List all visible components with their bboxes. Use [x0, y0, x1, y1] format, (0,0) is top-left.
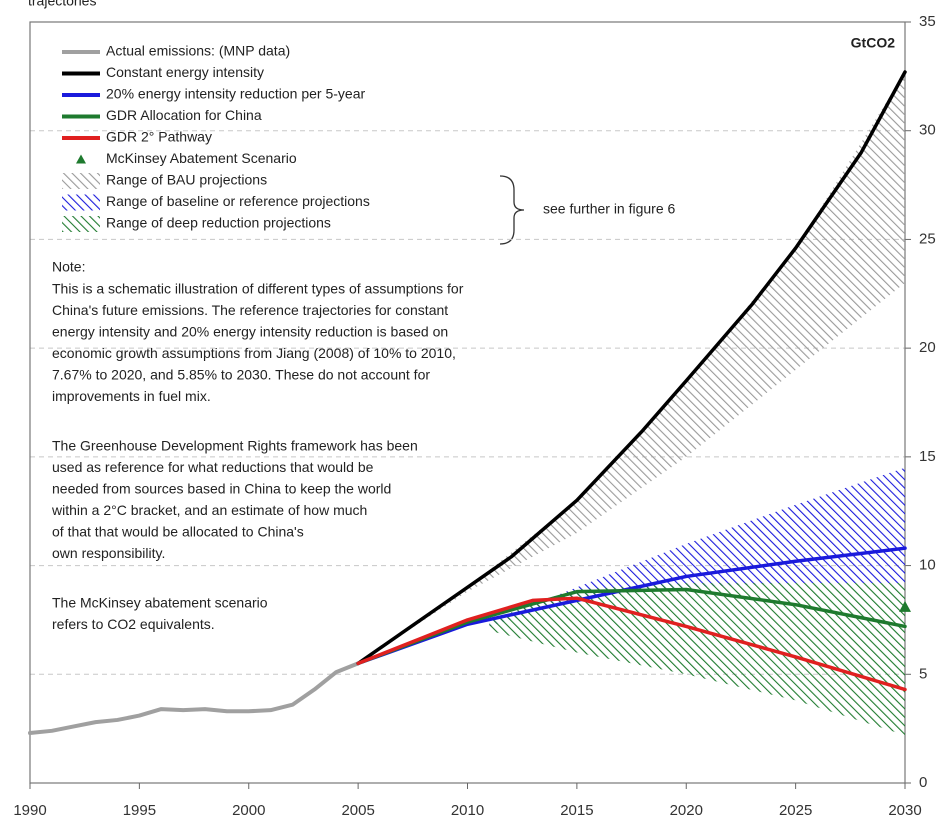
y-tick-label: 20: [919, 339, 936, 356]
x-tick-label: 2015: [560, 802, 593, 819]
x-tick-label: 1995: [123, 802, 156, 819]
legend-label: Constant energy intensity: [106, 64, 264, 80]
legend-label: GDR 2° Pathway: [106, 129, 212, 145]
x-tick-label: 1990: [13, 802, 46, 819]
note-line: The Greenhouse Development Rights framew…: [52, 438, 418, 454]
note-line: of that that would be allocated to China…: [52, 524, 304, 540]
note-line: China's future emissions. The reference …: [52, 302, 448, 318]
legend-brace: [499, 175, 525, 245]
legend-label: McKinsey Abatement Scenario: [106, 150, 297, 166]
series-line: [28, 661, 361, 735]
y-tick-label: 35: [919, 13, 936, 30]
range-area: [489, 467, 905, 627]
note-line: economic growth assumptions from Jiang (…: [52, 345, 456, 361]
note-line: 7.67% to 2020, and 5.85% to 2030. These …: [52, 367, 430, 383]
legend-label: Range of deep reduction projections: [106, 215, 331, 231]
legend-label: Range of baseline or reference projectio…: [106, 193, 370, 209]
x-tick-label: 2005: [341, 802, 374, 819]
note-line: used as reference for what reductions th…: [52, 459, 374, 475]
note-line: within a 2°C bracket, and an estimate of…: [51, 502, 367, 518]
legend-swatch: [62, 194, 100, 211]
note-line: This is a schematic illustration of diff…: [52, 281, 464, 297]
y-tick-label: 10: [919, 557, 936, 574]
note-line: needed from sources based in China to ke…: [52, 481, 391, 497]
x-tick-label: 2030: [888, 802, 921, 819]
note-line: energy intensity and 20% energy intensit…: [52, 324, 448, 340]
y-tick-label: 5: [919, 665, 927, 682]
legend-label: Range of BAU projections: [106, 172, 267, 188]
note-heading: Note:: [52, 259, 85, 275]
chart-title: trajectories: [28, 0, 96, 9]
range-area: [489, 582, 905, 736]
note-line: refers to CO2 equivalents.: [52, 616, 215, 632]
range-area: [358, 72, 905, 664]
y-tick-label: 30: [919, 122, 936, 139]
marker: [899, 600, 911, 612]
y-tick-label: 0: [919, 774, 927, 791]
legend-marker: [76, 154, 86, 164]
legend-swatch: [62, 173, 100, 189]
x-tick-label: 2010: [451, 802, 484, 819]
legend-label: Actual emissions: (MNP data): [106, 43, 290, 59]
note-line: improvements in fuel mix.: [52, 388, 211, 404]
note-line: own responsibility.: [52, 545, 165, 561]
x-tick-label: 2020: [670, 802, 703, 819]
legend-label: GDR Allocation for China: [106, 107, 262, 123]
legend-label: 20% energy intensity reduction per 5-yea…: [106, 86, 365, 102]
series-line: [356, 70, 907, 666]
x-tick-label: 2025: [779, 802, 812, 819]
y-tick-label: 15: [919, 448, 936, 465]
unit-label: GtCO2: [851, 35, 896, 51]
brace-note: see further in figure 6: [543, 201, 676, 217]
x-tick-label: 2000: [232, 802, 265, 819]
series-line: [356, 596, 907, 692]
note-line: The McKinsey abatement scenario: [52, 595, 268, 611]
legend-swatch: [62, 216, 100, 232]
y-tick-label: 25: [919, 230, 936, 247]
